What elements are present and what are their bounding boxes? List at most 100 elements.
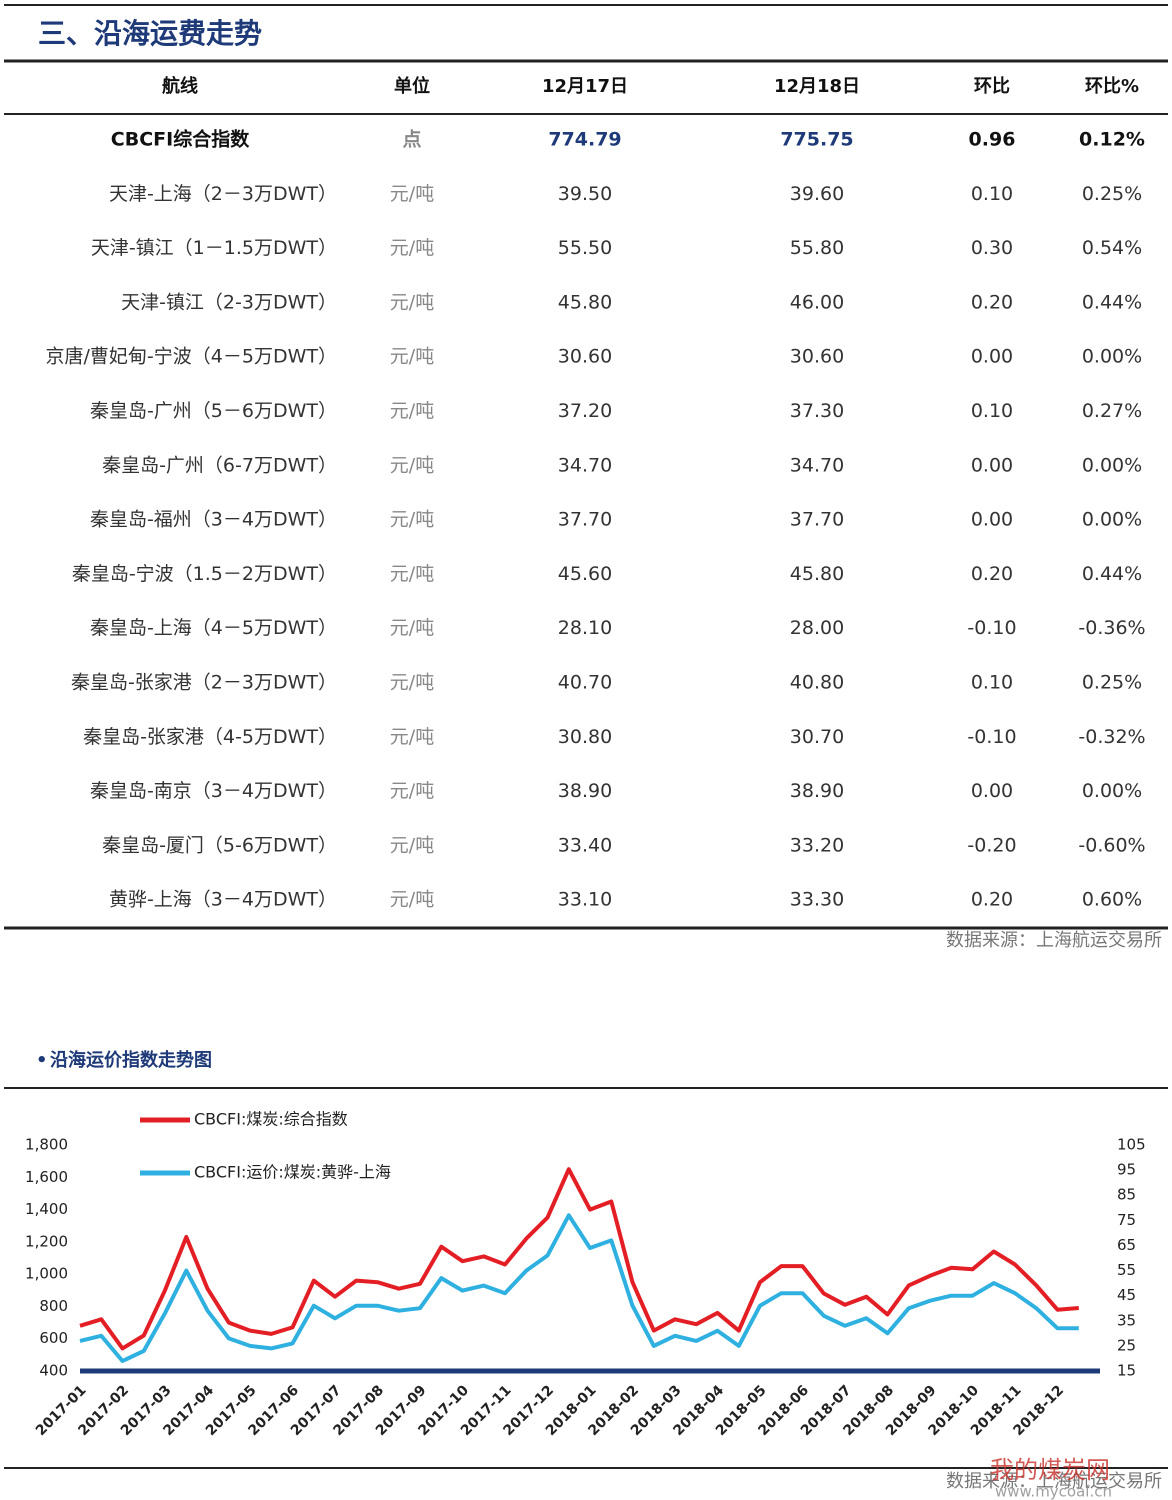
y-tick-label: 800 <box>39 1297 68 1315</box>
legend-label: CBCFI:运价:煤炭:黄骅-上海 <box>194 1163 391 1182</box>
y-tick-label: 600 <box>39 1329 68 1347</box>
table-cell: 元/吨 <box>390 889 434 911</box>
y-tick-label: 1,600 <box>25 1168 68 1186</box>
table-cell: 0.30 <box>971 237 1013 259</box>
table-cell: 0.54% <box>1082 237 1142 259</box>
table-cell: 元/吨 <box>390 780 434 802</box>
table-cell: 45.80 <box>558 291 612 313</box>
table-cell: 30.60 <box>790 346 844 368</box>
page-title: 三、沿海运费走势 <box>38 17 262 50</box>
y-tick-label: 400 <box>39 1362 68 1380</box>
watermark-name: 我的煤炭网 <box>990 1456 1110 1484</box>
data-line <box>79 1213 1079 1363</box>
table-cell: 0.10 <box>971 672 1013 694</box>
y2-tick-label: 105 <box>1117 1136 1146 1154</box>
data-line <box>79 1167 1079 1351</box>
table-cell: 0.44% <box>1082 563 1142 585</box>
table-cell: 39.60 <box>790 183 844 205</box>
table-cell: 元/吨 <box>390 726 434 748</box>
table-cell: 元/吨 <box>390 183 434 205</box>
chart-source: 数据来源：上海航运交易所 <box>946 1471 1162 1492</box>
bullet: • <box>36 1050 48 1071</box>
table-cell: -0.10 <box>967 617 1016 639</box>
table-cell: 秦皇岛-广州（6-7万DWT） <box>102 454 337 476</box>
table-cell: 0.96 <box>969 129 1016 151</box>
table-cell: 33.30 <box>790 889 844 911</box>
table-cell: 46.00 <box>790 291 844 313</box>
table-cell: 37.70 <box>558 509 612 531</box>
table-cell: 0.27% <box>1082 400 1142 422</box>
y2-tick-label: 15 <box>1117 1362 1136 1380</box>
table-cell: 0.00% <box>1082 509 1142 531</box>
table-cell: 37.30 <box>790 400 844 422</box>
table-cell: 40.70 <box>558 672 612 694</box>
y2-tick-label: 65 <box>1117 1236 1136 1254</box>
table-cell: 元/吨 <box>390 454 434 476</box>
table-cell: -0.36% <box>1078 617 1145 639</box>
y-tick-label: 1,800 <box>25 1136 68 1154</box>
table-cell: 38.90 <box>790 780 844 802</box>
table-cell: 秦皇岛-福州（3－4万DWT） <box>90 509 337 531</box>
table-cell: 元/吨 <box>390 291 434 313</box>
y2-tick-label: 45 <box>1117 1286 1136 1304</box>
column-header: 环比 <box>974 76 1010 97</box>
table-cell: 34.70 <box>790 454 844 476</box>
chart-title: 沿海运价指数走势图 <box>50 1049 212 1071</box>
legend-label: CBCFI:煤炭:综合指数 <box>194 1110 348 1129</box>
table-cell: 0.00 <box>971 454 1013 476</box>
table-cell: 30.60 <box>558 346 612 368</box>
table-cell: 秦皇岛-南京（3－4万DWT） <box>90 780 337 802</box>
table-cell: 元/吨 <box>390 509 434 531</box>
table-cell: 0.20 <box>971 563 1013 585</box>
table-cell: 0.00 <box>971 509 1013 531</box>
table-cell: 28.10 <box>558 617 612 639</box>
table-cell: 0.00% <box>1082 454 1142 476</box>
table-cell: 40.80 <box>790 672 844 694</box>
table-cell: 天津-镇江（1－1.5万DWT） <box>91 237 337 259</box>
table-cell: 775.75 <box>780 129 853 151</box>
table-cell: 元/吨 <box>390 346 434 368</box>
table-cell: 元/吨 <box>390 400 434 422</box>
table-cell: 0.10 <box>971 400 1013 422</box>
table-cell: 元/吨 <box>390 617 434 639</box>
y-tick-label: 1,000 <box>25 1265 68 1283</box>
y2-tick-label: 95 <box>1117 1161 1136 1179</box>
table-cell: 0.25% <box>1082 672 1142 694</box>
table-cell: 元/吨 <box>390 672 434 694</box>
table-cell: 37.20 <box>558 400 612 422</box>
table-cell: 0.25% <box>1082 183 1142 205</box>
table-cell: 天津-上海（2－3万DWT） <box>109 183 337 205</box>
y-tick-label: 1,200 <box>25 1232 68 1250</box>
table-cell: 点 <box>402 129 421 151</box>
table-cell: 33.20 <box>790 834 844 856</box>
table-cell: 秦皇岛-张家港（4-5万DWT） <box>83 726 337 748</box>
table-cell: CBCFI综合指数 <box>111 128 250 151</box>
y2-tick-label: 85 <box>1117 1186 1136 1204</box>
table-source: 数据来源：上海航运交易所 <box>946 930 1162 951</box>
table-cell: 京唐/曹妃甸-宁波（4－5万DWT） <box>46 346 337 368</box>
table-cell: -0.60% <box>1078 834 1145 856</box>
watermark-url: www.mycoal.cn <box>995 1483 1112 1500</box>
table-cell: 0.10 <box>971 183 1013 205</box>
table-cell: 秦皇岛-广州（5－6万DWT） <box>90 400 337 422</box>
table-cell: 黄骅-上海（3－4万DWT） <box>109 889 337 911</box>
table-cell: 37.70 <box>790 509 844 531</box>
y2-tick-label: 75 <box>1117 1211 1136 1229</box>
column-header: 12月17日 <box>542 76 628 97</box>
table-cell: 39.50 <box>558 183 612 205</box>
table-cell: 天津-镇江（2-3万DWT） <box>121 291 337 313</box>
table-cell: 0.12% <box>1079 129 1145 151</box>
table-cell: 秦皇岛-张家港（2－3万DWT） <box>71 672 337 694</box>
table-cell: 0.00 <box>971 780 1013 802</box>
table-cell: -0.32% <box>1078 726 1145 748</box>
table-cell: 元/吨 <box>390 563 434 585</box>
table-cell: 45.80 <box>790 563 844 585</box>
column-header: 12月18日 <box>774 76 860 97</box>
table-cell: 0.44% <box>1082 291 1142 313</box>
table-cell: 33.10 <box>558 889 612 911</box>
table-cell: 秦皇岛-宁波（1.5－2万DWT） <box>72 563 337 585</box>
table-cell: 55.50 <box>558 237 612 259</box>
table-cell: 33.40 <box>558 834 612 856</box>
column-header: 环比% <box>1085 76 1139 97</box>
table-cell: 55.80 <box>790 237 844 259</box>
